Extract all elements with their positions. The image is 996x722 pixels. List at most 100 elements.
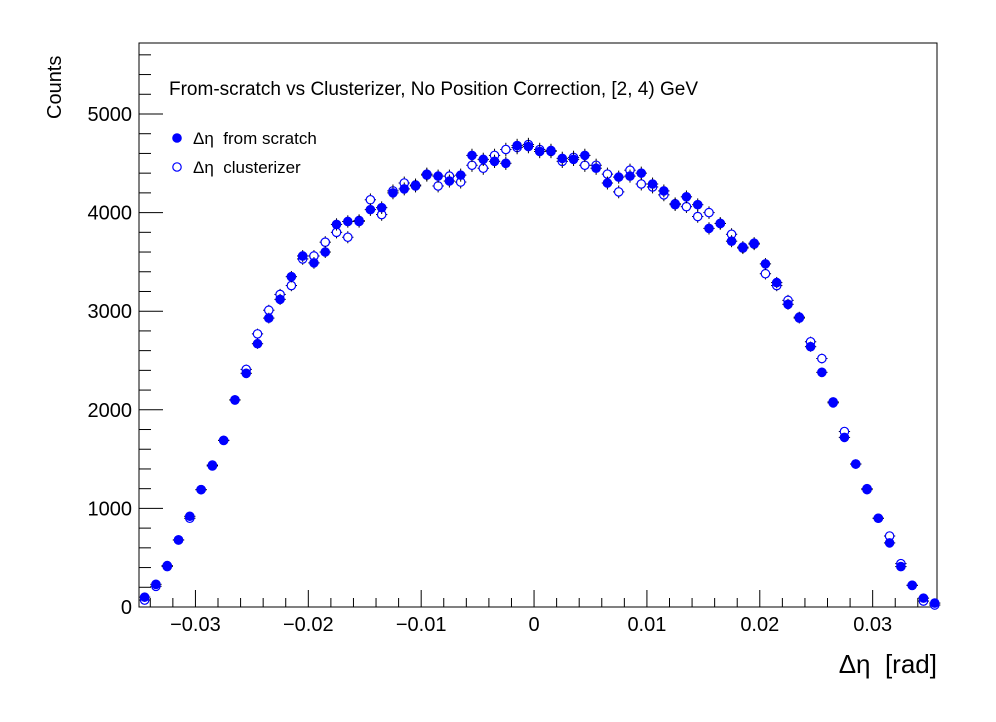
x-axis: −0.03 −0.02 −0.01 0 0.01 0.02 0.03 bbox=[149, 590, 919, 636]
clusterizer-marker bbox=[365, 194, 376, 205]
clusterizer-point bbox=[703, 206, 715, 219]
clusterizer-point bbox=[579, 158, 591, 172]
from-scratch-marker bbox=[286, 271, 297, 282]
from-scratch-marker bbox=[862, 484, 872, 495]
from-scratch-marker bbox=[489, 156, 500, 167]
from-scratch-point bbox=[330, 218, 343, 231]
from-scratch-point bbox=[376, 201, 388, 214]
from-scratch-point bbox=[477, 152, 489, 166]
from-scratch-point bbox=[206, 461, 219, 471]
clusterizer-point bbox=[432, 179, 444, 193]
from-scratch-point bbox=[906, 580, 918, 591]
from-scratch-point bbox=[579, 148, 591, 163]
clusterizer-marker bbox=[433, 181, 443, 191]
from-scratch-marker bbox=[320, 247, 331, 257]
clusterizer-point bbox=[692, 210, 704, 223]
from-scratch-point bbox=[274, 293, 286, 305]
from-scratch-marker bbox=[422, 169, 432, 179]
from-scratch-marker bbox=[218, 435, 229, 446]
from-scratch-marker bbox=[602, 178, 613, 188]
y-tick-label: 3000 bbox=[88, 301, 133, 323]
y-tick-label: 2000 bbox=[88, 400, 133, 422]
from-scratch-point bbox=[861, 484, 873, 495]
from-scratch-point bbox=[455, 168, 467, 182]
clusterizer-marker bbox=[467, 160, 477, 171]
from-scratch-marker bbox=[433, 171, 443, 181]
from-scratch-point bbox=[748, 237, 760, 250]
from-scratch-point bbox=[804, 341, 817, 352]
from-scratch-marker bbox=[783, 299, 793, 310]
from-scratch-marker bbox=[591, 163, 601, 174]
from-scratch-marker bbox=[184, 511, 195, 522]
from-scratch-marker bbox=[196, 484, 206, 495]
from-scratch-marker bbox=[557, 153, 568, 164]
x-tick-label: 0.01 bbox=[627, 614, 666, 636]
from-scratch-point bbox=[443, 174, 456, 188]
clusterizer-point bbox=[251, 328, 264, 340]
clusterizer-marker bbox=[580, 160, 590, 171]
from-scratch-point bbox=[545, 143, 557, 158]
from-scratch-marker bbox=[309, 258, 319, 268]
from-scratch-marker bbox=[805, 341, 816, 352]
clusterizer-marker bbox=[760, 268, 771, 279]
from-scratch-marker bbox=[613, 172, 624, 182]
from-scratch-point bbox=[534, 144, 546, 159]
from-scratch-marker bbox=[918, 593, 929, 603]
from-scratch-marker bbox=[568, 154, 579, 165]
from-scratch-point bbox=[567, 152, 580, 166]
from-scratch-marker bbox=[207, 461, 218, 471]
from-scratch-marker bbox=[839, 432, 850, 443]
from-scratch-marker bbox=[692, 199, 703, 210]
clusterizer-point bbox=[455, 175, 467, 189]
legend-marker-from-scratch bbox=[172, 133, 182, 143]
from-scratch-marker bbox=[444, 176, 455, 186]
from-scratch-marker bbox=[388, 188, 398, 198]
from-scratch-marker bbox=[376, 202, 387, 213]
from-scratch-point bbox=[725, 235, 738, 248]
from-scratch-point bbox=[929, 598, 941, 608]
from-scratch-marker bbox=[929, 598, 940, 608]
from-scratch-point bbox=[692, 198, 704, 212]
from-scratch-marker bbox=[884, 538, 895, 548]
from-scratch-point bbox=[917, 593, 930, 603]
clusterizer-marker bbox=[681, 201, 692, 212]
from-scratch-point bbox=[421, 167, 433, 181]
from-scratch-point bbox=[150, 579, 162, 590]
chart-title: From-scratch vs Clusterizer, No Position… bbox=[169, 79, 698, 100]
from-scratch-marker bbox=[264, 313, 274, 323]
from-scratch-marker bbox=[501, 158, 511, 169]
from-scratch-marker bbox=[726, 236, 737, 246]
from-scratch-point bbox=[308, 257, 320, 269]
x-axis-label: Δη [rad] bbox=[839, 649, 937, 679]
from-scratch-marker bbox=[670, 199, 680, 210]
from-scratch-point bbox=[353, 215, 365, 228]
from-scratch-marker bbox=[343, 216, 353, 227]
from-scratch-point bbox=[714, 217, 726, 230]
from-scratch-marker bbox=[365, 204, 376, 215]
x-tick-label: 0.03 bbox=[853, 614, 892, 636]
from-scratch-point bbox=[624, 169, 636, 183]
from-scratch-point bbox=[658, 184, 670, 198]
from-scratch-marker bbox=[546, 145, 556, 156]
clusterizer-point bbox=[500, 142, 512, 157]
clusterizer-point bbox=[816, 353, 828, 364]
x-tick-label: 0 bbox=[528, 614, 539, 636]
from-scratch-point bbox=[466, 148, 478, 163]
from-scratch-point bbox=[883, 538, 896, 548]
from-scratch-point bbox=[488, 154, 501, 168]
clusterizer-marker bbox=[704, 207, 714, 218]
from-scratch-marker bbox=[659, 186, 669, 196]
from-scratch-point bbox=[850, 459, 862, 469]
clusterizer-marker bbox=[252, 329, 263, 339]
from-scratch-marker bbox=[828, 397, 838, 407]
clusterizer-marker bbox=[286, 280, 297, 291]
from-scratch-point bbox=[172, 535, 185, 545]
from-scratch-marker bbox=[297, 251, 308, 261]
from-scratch-marker bbox=[636, 168, 647, 178]
from-scratch-marker bbox=[410, 181, 421, 191]
clusterizer-point bbox=[330, 226, 343, 239]
from-scratch-point bbox=[793, 312, 805, 324]
from-scratch-point bbox=[646, 177, 659, 191]
clusterizer-marker bbox=[692, 211, 703, 222]
from-scratch-point bbox=[240, 368, 252, 379]
